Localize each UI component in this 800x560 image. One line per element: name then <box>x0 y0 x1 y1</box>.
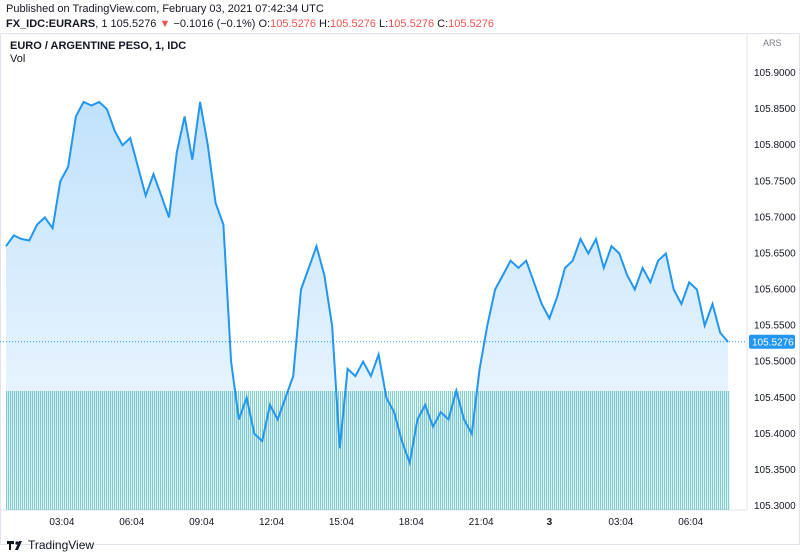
y-tick-label: 105.8500 <box>754 104 796 115</box>
price-chart[interactable]: EURO / ARGENTINE PESO, 1, IDC Vol 105.90… <box>0 33 800 545</box>
symbol-name[interactable]: FX_IDC:EURARS <box>6 18 96 30</box>
volume-bar <box>406 391 408 510</box>
volume-bar <box>728 391 730 510</box>
low-label: L: <box>379 18 389 30</box>
close-label: C: <box>437 18 449 30</box>
x-tick-label: 12:04 <box>259 517 284 528</box>
y-tick-label: 105.8000 <box>754 140 796 151</box>
last-price-marker: 105.5276 <box>0 334 795 349</box>
y-tick-label: 105.3000 <box>754 501 796 512</box>
time-axis[interactable]: 03:04 06:04 09:04 12:04 15:04 18:04 21:04 3 03:0… <box>49 517 703 528</box>
footer-brand-name: TradingView <box>28 538 95 552</box>
open-label: O: <box>258 18 271 30</box>
last-price-badge <box>749 334 795 349</box>
low-value: 105.5276 <box>388 18 435 30</box>
x-tick-label: 03:04 <box>49 517 74 528</box>
y-tick-label: 105.7000 <box>754 212 796 223</box>
price-axis[interactable]: 105.9000 105.8500 105.8000 105.7500 105.7000… <box>754 68 796 512</box>
volume-bar <box>408 391 410 510</box>
open-value: 105.5276 <box>270 18 316 30</box>
x-tick-label: 3 <box>547 517 553 528</box>
currency-label: ARS <box>763 38 782 48</box>
y-tick-label: 105.6500 <box>754 248 796 259</box>
x-tick-label: 15:04 <box>329 517 354 528</box>
x-tick-label: 06:04 <box>119 517 144 528</box>
y-tick-label: 105.9000 <box>754 68 796 79</box>
x-tick-label: 21:04 <box>469 517 494 528</box>
volume-bar <box>410 391 412 510</box>
close-value: 105.5276 <box>448 18 495 30</box>
footer-brand: TradingView <box>6 538 94 552</box>
y-tick-label: 105.4500 <box>754 393 796 404</box>
y-tick-label: 105.3500 <box>754 465 796 476</box>
volume-legend: Vol <box>10 53 25 65</box>
chart-legend-title: EURO / ARGENTINE PESO, 1, IDC <box>10 40 186 52</box>
symbol-info-bar: FX_IDC:EURARS, 1 105.5276 ▼ −0.1016 (−0.… <box>6 18 495 30</box>
x-tick-label: 06:04 <box>678 517 703 528</box>
published-notice: Published on TradingView.com, February 0… <box>6 3 324 15</box>
y-tick-label: 105.7500 <box>754 176 796 187</box>
y-tick-label: 105.4000 <box>754 429 796 440</box>
last-price-badge-text: 105.5276 <box>752 337 794 348</box>
y-tick-label: 105.6000 <box>754 285 796 296</box>
down-arrow-icon: ▼ <box>159 18 171 30</box>
price-change: −0.1016 (−0.1%) <box>173 18 256 30</box>
tradingview-logo-icon <box>7 541 22 550</box>
x-tick-label: 03:04 <box>608 517 633 528</box>
high-label: H: <box>319 18 331 30</box>
price-area-fill <box>6 101 728 511</box>
y-tick-label: 105.5500 <box>754 321 796 332</box>
y-tick-label: 105.5000 <box>754 357 796 368</box>
x-tick-label: 18:04 <box>399 517 424 528</box>
price-area <box>5 100 729 511</box>
price-line <box>5 100 729 467</box>
interval: 1 <box>101 18 108 30</box>
high-value: 105.5276 <box>330 18 376 30</box>
x-tick-label: 09:04 <box>189 517 214 528</box>
last-price: 105.5276 <box>110 18 157 30</box>
